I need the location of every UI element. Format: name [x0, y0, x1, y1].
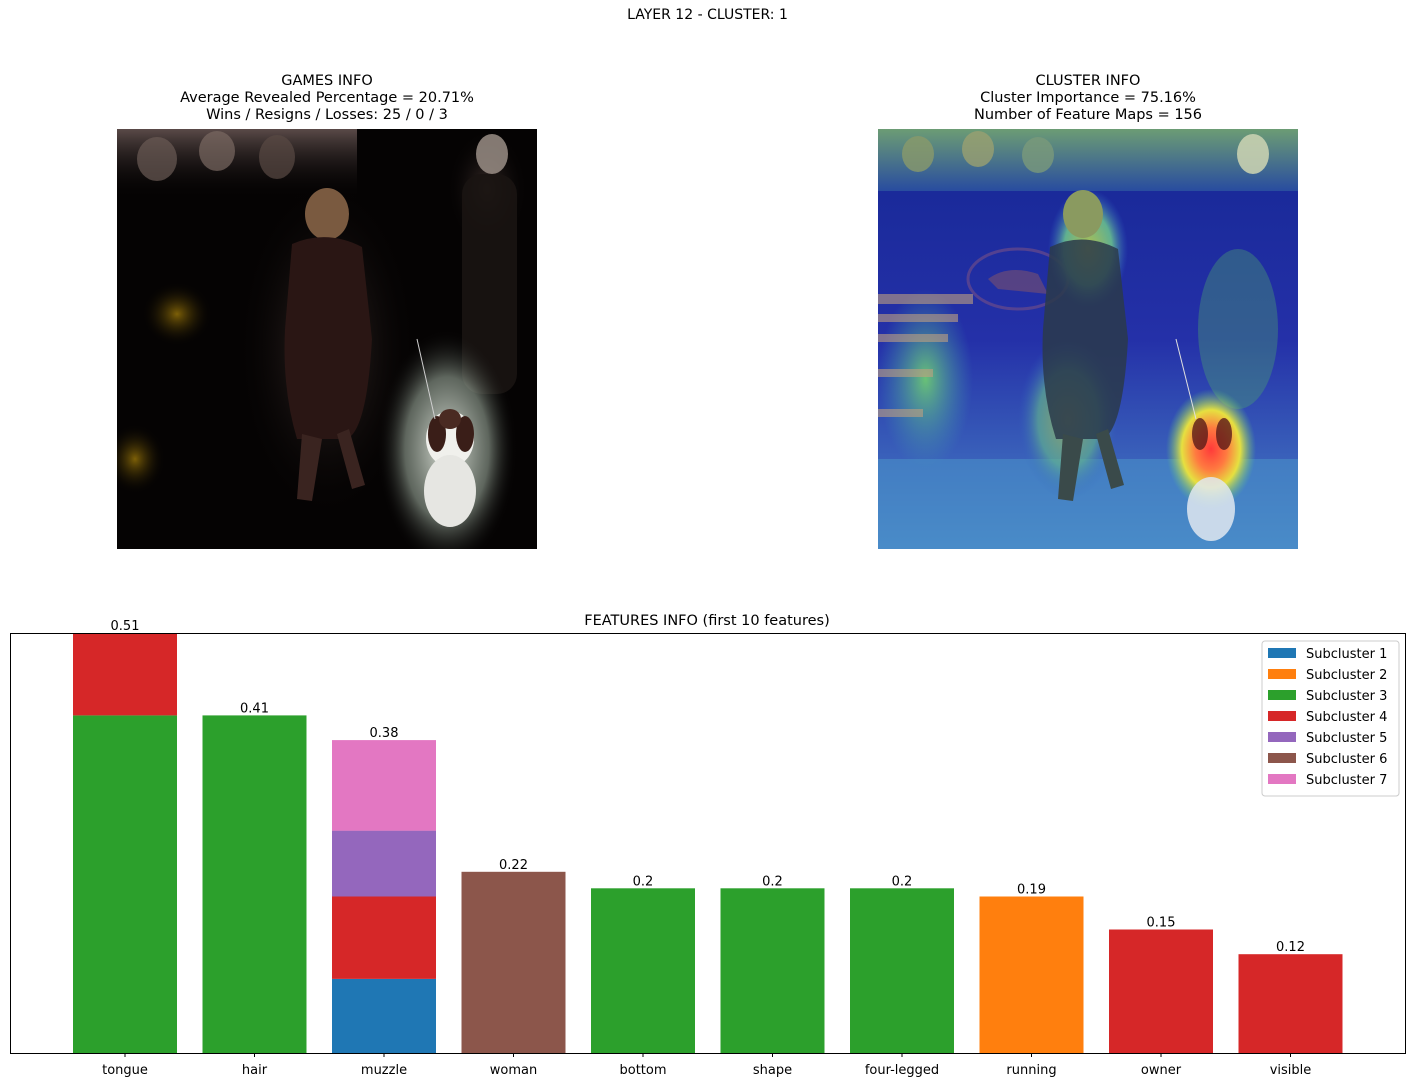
legend-swatch-subcluster-3	[1268, 690, 1296, 700]
legend-label-subcluster-3: Subcluster 3	[1306, 689, 1387, 704]
x-tick-label-woman: woman	[490, 1063, 537, 1078]
legend-label-subcluster-1: Subcluster 1	[1306, 647, 1387, 662]
legend-label-subcluster-7: Subcluster 7	[1306, 773, 1387, 788]
bar-owner-subcluster-4	[1109, 929, 1213, 1053]
games-info-title: GAMES INFO Average Revealed Percentage =…	[117, 73, 537, 124]
bar-muzzle-subcluster-1	[332, 978, 436, 1053]
bar-running-subcluster-2	[979, 896, 1084, 1053]
bar-woman-subcluster-6	[461, 871, 566, 1053]
legend: Subcluster 1 Subcluster 2 Subcluster 3 Subc…	[1261, 640, 1400, 797]
value-label-hair: 0.41	[240, 701, 269, 716]
cluster-info-title: CLUSTER INFO Cluster Importance = 75.16%…	[878, 73, 1298, 124]
bar-shape-subcluster-3	[720, 888, 825, 1053]
legend-swatch-subcluster-1	[1268, 648, 1296, 658]
legend-swatch-subcluster-7	[1268, 774, 1296, 784]
value-label-woman: 0.22	[499, 858, 528, 873]
average-revealed-percentage: Average Revealed Percentage = 20.71%	[180, 90, 474, 106]
bar-muzzle-subcluster-4	[332, 896, 436, 979]
figure-suptitle: LAYER 12 - CLUSTER: 1	[627, 7, 788, 23]
value-label-tongue: 0.51	[111, 619, 140, 634]
value-label-visible: 0.12	[1276, 940, 1305, 955]
x-tick-label-visible: visible	[1270, 1063, 1312, 1078]
plot-frame	[10, 633, 1406, 1054]
games-info-heading: GAMES INFO	[281, 73, 373, 89]
bar-muzzle-subcluster-5	[332, 830, 436, 897]
bar-hair-subcluster-3	[202, 715, 307, 1053]
value-label-shape: 0.2	[762, 874, 783, 889]
bars-group	[73, 633, 1343, 1053]
bar-bottom-subcluster-3	[591, 888, 695, 1053]
value-labels-group: 0.51 0.41 0.38 0.22 0.2 0.2 0.2 0.19 0.15 0.12	[111, 619, 1305, 955]
legend-label-subcluster-5: Subcluster 5	[1306, 731, 1387, 746]
revealed-image	[117, 129, 537, 549]
value-label-muzzle: 0.38	[370, 726, 399, 741]
heatmap-overlay-illustration	[878, 129, 1298, 549]
cluster-heatmap-image	[878, 129, 1298, 549]
bar-tongue-subcluster-4	[73, 633, 177, 716]
value-label-running: 0.19	[1017, 883, 1046, 898]
value-label-bottom: 0.2	[633, 874, 654, 889]
x-tick-label-four-legged: four-legged	[865, 1063, 939, 1078]
x-tick-label-hair: hair	[242, 1063, 268, 1078]
x-tick-label-owner: owner	[1141, 1063, 1182, 1078]
legend-label-subcluster-4: Subcluster 4	[1306, 710, 1387, 725]
legend-label-subcluster-2: Subcluster 2	[1306, 668, 1387, 683]
x-axis-ticks: tongue hair muzzle woman bottom shape four-leg…	[102, 1053, 1311, 1078]
legend-swatch-subcluster-5	[1268, 732, 1296, 742]
chart-title: FEATURES INFO (first 10 features)	[584, 613, 830, 629]
x-tick-label-bottom: bottom	[619, 1063, 666, 1078]
bar-tongue-subcluster-3	[73, 715, 177, 1053]
cluster-importance: Cluster Importance = 75.16%	[980, 90, 1196, 106]
value-label-four-legged: 0.2	[892, 874, 913, 889]
cluster-info-heading: CLUSTER INFO	[1035, 73, 1141, 89]
x-tick-label-tongue: tongue	[102, 1063, 148, 1078]
revealed-photo-illustration	[117, 129, 537, 549]
bar-muzzle-subcluster-7	[332, 740, 436, 831]
legend-label-subcluster-6: Subcluster 6	[1306, 752, 1387, 767]
legend-swatch-subcluster-2	[1268, 669, 1296, 679]
x-tick-label-muzzle: muzzle	[361, 1063, 407, 1078]
bar-visible-subcluster-4	[1238, 954, 1343, 1053]
legend-box	[1261, 640, 1400, 797]
legend-swatch-subcluster-6	[1268, 753, 1296, 763]
bar-four-legged-subcluster-3	[850, 888, 954, 1053]
x-tick-label-shape: shape	[753, 1063, 792, 1078]
value-label-owner: 0.15	[1147, 916, 1176, 931]
legend-swatch-subcluster-4	[1268, 711, 1296, 721]
wins-resigns-losses: Wins / Resigns / Losses: 25 / 0 / 3	[206, 107, 448, 123]
number-of-feature-maps: Number of Feature Maps = 156	[973, 107, 1203, 123]
x-tick-label-running: running	[1006, 1063, 1056, 1078]
